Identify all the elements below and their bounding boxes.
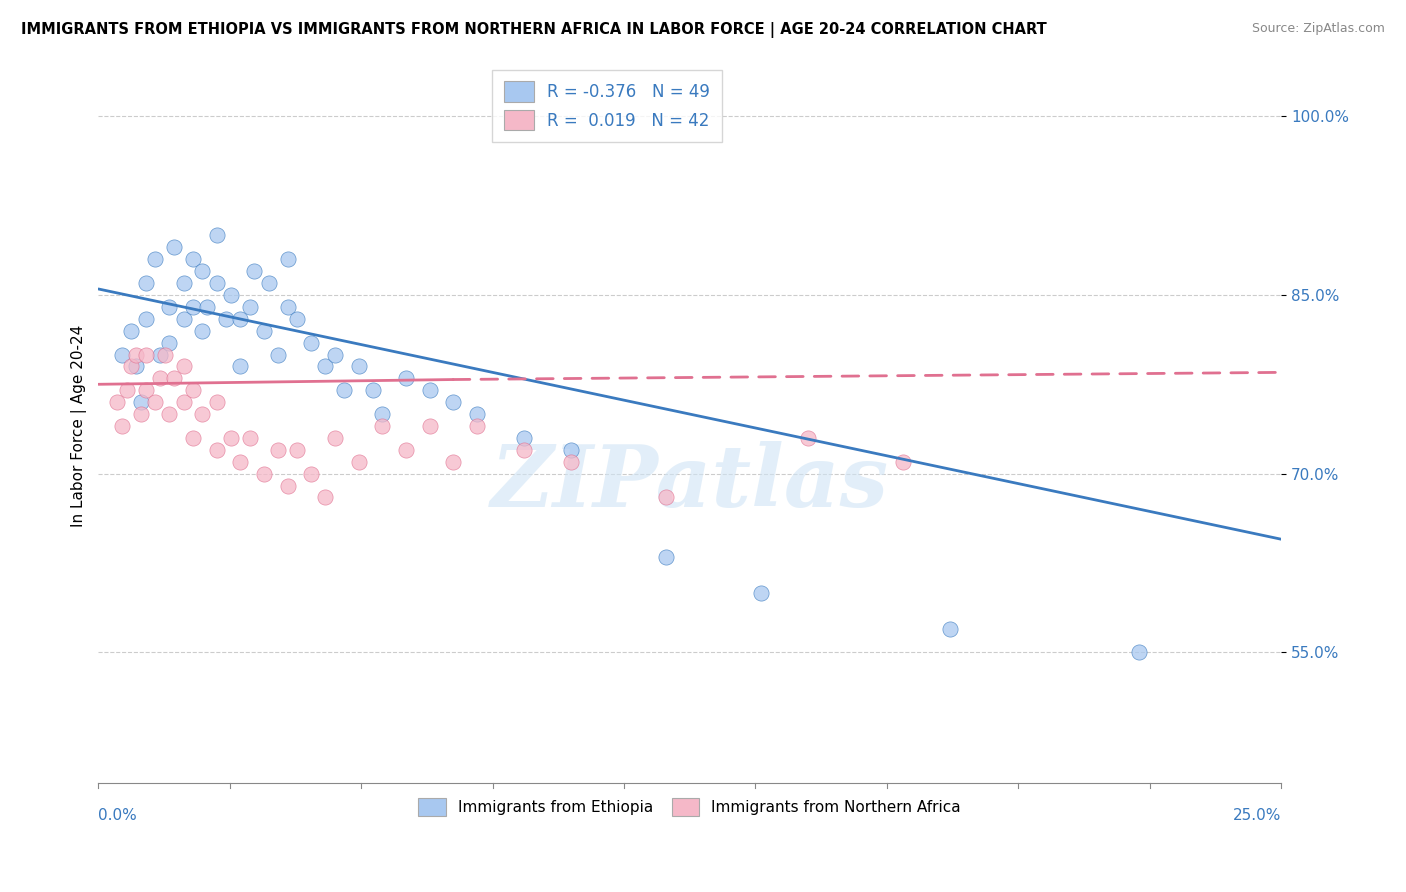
- Point: [395, 442, 418, 457]
- Point: [181, 431, 204, 445]
- Point: [125, 359, 148, 374]
- Point: [121, 359, 143, 374]
- Point: [153, 347, 176, 361]
- Point: [277, 300, 299, 314]
- Point: [111, 347, 134, 361]
- Point: [173, 276, 195, 290]
- Point: [229, 455, 252, 469]
- Point: [195, 300, 218, 314]
- Point: [173, 359, 195, 374]
- Point: [371, 419, 394, 434]
- Point: [143, 252, 166, 267]
- Point: [239, 431, 262, 445]
- Point: [121, 324, 143, 338]
- Point: [323, 347, 346, 361]
- Point: [149, 347, 172, 361]
- Text: Source: ZipAtlas.com: Source: ZipAtlas.com: [1251, 22, 1385, 36]
- Y-axis label: In Labor Force | Age 20-24: In Labor Force | Age 20-24: [72, 325, 87, 527]
- Point: [513, 431, 536, 445]
- Point: [205, 442, 228, 457]
- Point: [395, 371, 418, 385]
- Point: [239, 300, 262, 314]
- Point: [129, 407, 152, 421]
- Point: [333, 384, 356, 398]
- Point: [163, 240, 186, 254]
- Point: [181, 300, 204, 314]
- Point: [205, 395, 228, 409]
- Point: [267, 347, 290, 361]
- Point: [285, 311, 308, 326]
- Point: [560, 455, 582, 469]
- Point: [253, 467, 276, 481]
- Point: [157, 335, 180, 350]
- Point: [347, 455, 370, 469]
- Point: [277, 252, 299, 267]
- Point: [299, 467, 322, 481]
- Point: [418, 384, 440, 398]
- Point: [371, 407, 394, 421]
- Point: [229, 359, 252, 374]
- Point: [181, 384, 204, 398]
- Point: [347, 359, 370, 374]
- Point: [314, 359, 336, 374]
- Point: [125, 347, 148, 361]
- Point: [939, 622, 962, 636]
- Point: [181, 252, 204, 267]
- Point: [797, 431, 820, 445]
- Point: [173, 311, 195, 326]
- Point: [513, 442, 536, 457]
- Point: [1128, 645, 1150, 659]
- Point: [191, 264, 214, 278]
- Point: [135, 311, 157, 326]
- Point: [219, 431, 242, 445]
- Point: [465, 419, 488, 434]
- Text: ZIPatlas: ZIPatlas: [491, 442, 889, 525]
- Point: [149, 371, 172, 385]
- Point: [891, 455, 914, 469]
- Point: [135, 384, 157, 398]
- Point: [749, 586, 772, 600]
- Point: [173, 395, 195, 409]
- Point: [105, 395, 128, 409]
- Point: [560, 442, 582, 457]
- Point: [361, 384, 384, 398]
- Point: [191, 324, 214, 338]
- Point: [135, 347, 157, 361]
- Point: [157, 300, 180, 314]
- Point: [418, 419, 440, 434]
- Point: [229, 311, 252, 326]
- Point: [655, 550, 678, 565]
- Point: [299, 335, 322, 350]
- Point: [323, 431, 346, 445]
- Point: [277, 478, 299, 492]
- Point: [215, 311, 238, 326]
- Point: [243, 264, 266, 278]
- Point: [205, 228, 228, 243]
- Point: [219, 288, 242, 302]
- Text: 0.0%: 0.0%: [98, 808, 138, 823]
- Point: [465, 407, 488, 421]
- Point: [655, 491, 678, 505]
- Point: [157, 407, 180, 421]
- Text: IMMIGRANTS FROM ETHIOPIA VS IMMIGRANTS FROM NORTHERN AFRICA IN LABOR FORCE | AGE: IMMIGRANTS FROM ETHIOPIA VS IMMIGRANTS F…: [21, 22, 1047, 38]
- Point: [115, 384, 138, 398]
- Point: [129, 395, 152, 409]
- Point: [163, 371, 186, 385]
- Point: [267, 442, 290, 457]
- Point: [285, 442, 308, 457]
- Point: [441, 455, 464, 469]
- Point: [191, 407, 214, 421]
- Point: [111, 419, 134, 434]
- Point: [257, 276, 280, 290]
- Point: [205, 276, 228, 290]
- Point: [143, 395, 166, 409]
- Legend: Immigrants from Ethiopia, Immigrants from Northern Africa: Immigrants from Ethiopia, Immigrants fro…: [412, 791, 967, 822]
- Point: [253, 324, 276, 338]
- Text: 25.0%: 25.0%: [1233, 808, 1281, 823]
- Point: [441, 395, 464, 409]
- Point: [135, 276, 157, 290]
- Point: [314, 491, 336, 505]
